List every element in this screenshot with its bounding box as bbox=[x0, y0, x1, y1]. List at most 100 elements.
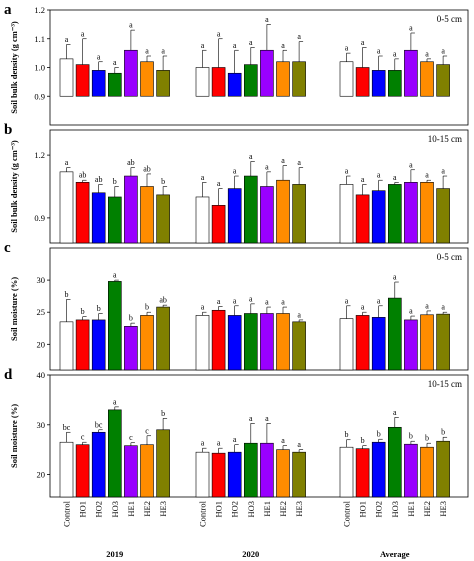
bar-a-2019-HO2 bbox=[91, 70, 106, 97]
bar-c-2019-HE3 bbox=[156, 306, 170, 371]
bar-b-2019-HE1 bbox=[124, 175, 138, 244]
bar-a-2020-HO2 bbox=[227, 72, 242, 97]
bar-b-2019-HO1 bbox=[75, 182, 90, 244]
x-category-label: Control bbox=[62, 500, 72, 527]
significance-letter: a bbox=[281, 436, 285, 445]
significance-letter: ab bbox=[95, 175, 103, 184]
bar-a-Average-HO1 bbox=[355, 67, 370, 97]
x-category-label: HO1 bbox=[78, 501, 88, 518]
bar-c-2020-HO2 bbox=[227, 315, 242, 371]
significance-letter: b bbox=[65, 290, 69, 299]
bar-b-2019-HE2 bbox=[140, 186, 154, 244]
x-category-label: Control bbox=[198, 500, 208, 527]
bar-d-2020-HE3 bbox=[292, 451, 306, 498]
significance-letter: a bbox=[361, 38, 365, 47]
plot-frame-c bbox=[49, 247, 469, 371]
significance-letter: a bbox=[265, 15, 269, 24]
significance-letter: a bbox=[393, 273, 397, 282]
bar-c-Average-HO2 bbox=[371, 317, 386, 371]
bar-d-2019-HE1 bbox=[124, 445, 138, 498]
significance-letter: a bbox=[409, 24, 413, 33]
significance-letter: a bbox=[249, 414, 253, 423]
significance-letter: a bbox=[217, 439, 221, 448]
significance-letter: bc bbox=[95, 420, 103, 429]
x-category-label: HO1 bbox=[214, 501, 224, 518]
significance-letter: c bbox=[145, 426, 149, 435]
significance-letter: a bbox=[265, 414, 269, 423]
panel-letter-d: d bbox=[4, 367, 13, 383]
bar-d-2020-Control bbox=[195, 451, 210, 498]
bar-a-2019-HO3 bbox=[108, 72, 122, 97]
significance-letter: c bbox=[81, 433, 85, 442]
y-tick-label: 40 bbox=[37, 370, 46, 380]
bar-b-2019-HO2 bbox=[91, 192, 106, 244]
x-category-label: HE2 bbox=[142, 501, 152, 517]
significance-letter: a bbox=[361, 303, 365, 312]
bar-d-2019-HE2 bbox=[140, 444, 154, 498]
bar-c-2019-HE1 bbox=[124, 326, 138, 371]
significance-letter: a bbox=[361, 175, 365, 184]
x-category-label: HO2 bbox=[94, 501, 104, 518]
significance-letter: a bbox=[425, 49, 429, 58]
bar-c-2019-HE2 bbox=[140, 315, 154, 371]
significance-letter: a bbox=[345, 44, 349, 53]
significance-letter: a bbox=[233, 167, 237, 176]
significance-letter: a bbox=[217, 297, 221, 306]
bar-d-2020-HE1 bbox=[260, 442, 274, 498]
significance-letter: b bbox=[425, 434, 429, 443]
bar-a-2020-HO1 bbox=[211, 67, 226, 97]
y-axis-title-b: Soil bulk density (g cm⁻³) bbox=[9, 140, 19, 233]
bar-a-Average-HO3 bbox=[387, 70, 402, 97]
significance-letter: b bbox=[145, 303, 149, 312]
significance-letter: a bbox=[393, 49, 397, 58]
bar-a-2020-Control bbox=[195, 67, 210, 97]
significance-letter: a bbox=[281, 41, 285, 50]
significance-letter: ab bbox=[159, 296, 167, 305]
bar-b-Average-HE1 bbox=[404, 182, 418, 244]
x-category-label: HE3 bbox=[158, 501, 168, 517]
bar-c-Average-HE1 bbox=[404, 319, 418, 371]
bar-d-Average-HO3 bbox=[387, 426, 402, 498]
bar-c-2019-HO2 bbox=[91, 319, 106, 371]
significance-letter: a bbox=[409, 307, 413, 316]
bar-d-Average-HE2 bbox=[420, 446, 434, 498]
bar-c-2019-HO1 bbox=[75, 319, 90, 371]
bar-d-2020-HE2 bbox=[276, 449, 290, 498]
significance-letter: a bbox=[297, 440, 301, 449]
significance-letter: a bbox=[201, 439, 205, 448]
y-tick-label: 20 bbox=[37, 470, 46, 480]
bar-d-2019-HO3 bbox=[108, 409, 122, 498]
x-category-label: HO3 bbox=[390, 501, 400, 518]
significance-letter: a bbox=[377, 296, 381, 305]
y-axis-title-a: Soil bulk density (g cm⁻³) bbox=[9, 21, 19, 114]
bar-d-2020-HO1 bbox=[211, 452, 226, 498]
bar-c-2019-HO3 bbox=[108, 281, 122, 371]
bar-c-2020-HE3 bbox=[292, 321, 306, 371]
significance-letter: a bbox=[217, 179, 221, 188]
significance-letter: a bbox=[297, 32, 301, 41]
y-tick-label: 0.9 bbox=[34, 91, 45, 101]
significance-letter: b bbox=[113, 177, 117, 186]
significance-letter: a bbox=[249, 294, 253, 303]
significance-letter: b bbox=[161, 177, 165, 186]
y-tick-label: 1.2 bbox=[34, 150, 45, 160]
significance-letter: a bbox=[281, 298, 285, 307]
significance-letter: a bbox=[425, 171, 429, 180]
significance-letter: b bbox=[377, 430, 381, 439]
plot-frame-d bbox=[49, 374, 469, 498]
significance-letter: a bbox=[161, 47, 165, 56]
bar-c-Average-HE3 bbox=[436, 313, 450, 371]
x-category-label: HO3 bbox=[246, 501, 256, 518]
y-tick-label: 1.0 bbox=[34, 63, 45, 73]
significance-letter: a bbox=[425, 301, 429, 310]
significance-letter: ab bbox=[127, 158, 135, 167]
bar-a-Average-HE3 bbox=[436, 64, 450, 97]
bar-d-Average-HE1 bbox=[404, 443, 418, 498]
significance-letter: a bbox=[249, 152, 253, 161]
y-tick-label: 1.2 bbox=[34, 5, 45, 15]
significance-letter: a bbox=[201, 41, 205, 50]
significance-letter: a bbox=[113, 397, 117, 406]
bar-c-Average-HO3 bbox=[387, 297, 402, 371]
y-axis-title-c: Soil moisture (%) bbox=[9, 277, 19, 341]
y-tick-label: 20 bbox=[37, 339, 46, 349]
